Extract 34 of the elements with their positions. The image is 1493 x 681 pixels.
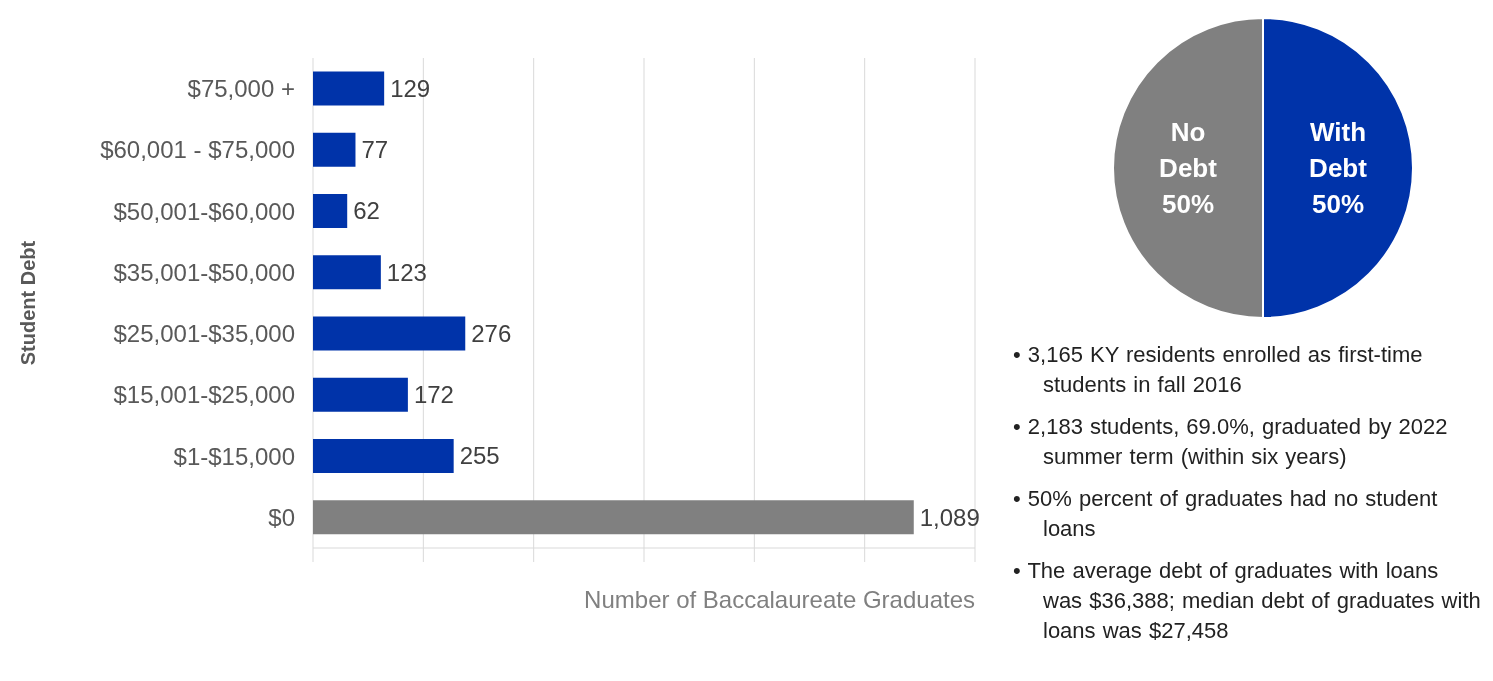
y-tick-label: $15,001-$25,000 <box>113 381 295 409</box>
bar <box>313 132 356 167</box>
x-axis-title: Number of Baccalaureate Graduates <box>584 586 975 613</box>
bar <box>313 255 381 290</box>
bar <box>313 377 408 412</box>
text: • The average debt of graduates with loans was $36,388; median debt of graduates with loans was $27,458 <box>1013 557 1482 645</box>
text: • 3,165 KY residents enrolled as first-time students in fall 2016 <box>1013 341 1424 399</box>
y-tick-label: $50,001-$60,000 <box>113 197 295 225</box>
y-tick-label: $60,001 - $75,000 <box>100 136 295 164</box>
y-tick-label: $25,001-$35,000 <box>113 320 295 348</box>
bar <box>313 316 466 351</box>
y-tick-label: $0 <box>268 503 295 531</box>
data-label: 172 <box>413 381 454 409</box>
y-axis-title: Student Debt <box>17 240 40 366</box>
data-label: 50% <box>1161 189 1215 219</box>
slice-label: No Debt <box>1159 117 1218 183</box>
data-label: 62 <box>353 197 380 225</box>
data-label: 50% <box>1311 189 1365 219</box>
data-label: 129 <box>390 74 431 102</box>
data-label: 276 <box>471 319 512 347</box>
y-tick-label: $75,000 + <box>187 75 295 103</box>
bar <box>313 193 348 228</box>
bar <box>313 500 914 535</box>
data-label: 1,089 <box>919 503 980 531</box>
data-label: 255 <box>459 442 500 470</box>
slice-label: With Debt <box>1309 117 1368 183</box>
text: • 2,183 students, 69.0%, graduated by 2022 summer term (within six years) <box>1013 413 1449 471</box>
bar <box>313 438 454 473</box>
text: • 50% percent of graduates had no student loans <box>1013 485 1439 543</box>
data-label: 77 <box>361 136 389 164</box>
bar <box>313 71 385 106</box>
y-tick-label: $35,001-$50,000 <box>113 258 295 286</box>
data-label: 123 <box>386 258 427 286</box>
y-tick-label: $1-$15,000 <box>173 442 295 470</box>
